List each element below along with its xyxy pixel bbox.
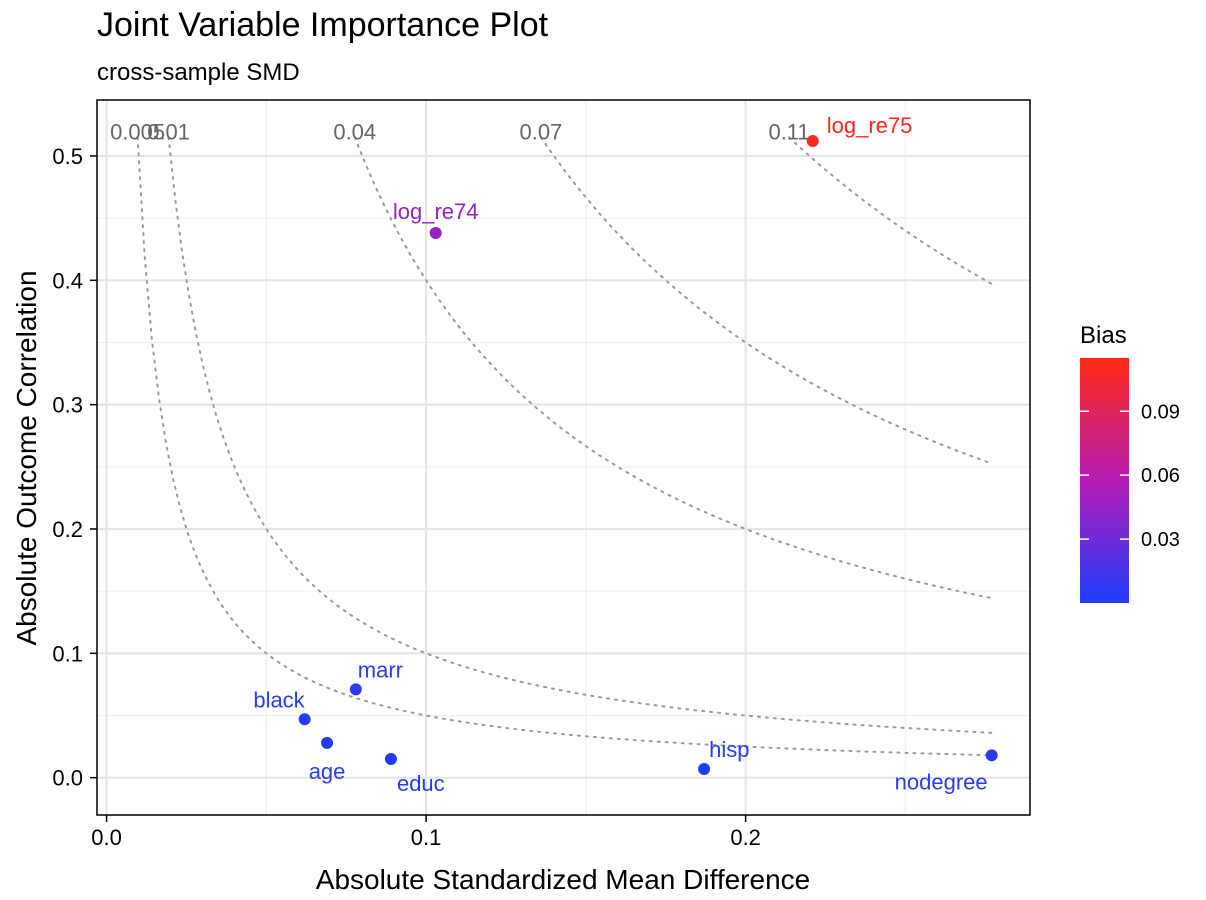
y-axis-ticks: 0.0 0.1 0.2 0.3 0.4 0.5 xyxy=(52,144,97,791)
x-tick-label: 0.1 xyxy=(411,825,442,850)
y-axis-title: Absolute Outcome Correlation xyxy=(11,270,42,645)
y-tick-label: 0.1 xyxy=(52,641,83,666)
point-label-black: black xyxy=(253,687,305,712)
contour-label: 0.01 xyxy=(147,119,190,144)
legend-tick-label: 0.09 xyxy=(1141,401,1180,423)
point-nodegree xyxy=(985,749,998,762)
point-age xyxy=(321,736,334,749)
contour-line xyxy=(788,136,993,285)
contour-line xyxy=(136,136,993,757)
contour-line xyxy=(167,136,993,734)
contour-line xyxy=(539,136,993,465)
point-marr xyxy=(349,683,362,696)
contour-label: 0.07 xyxy=(519,119,562,144)
point-label-hisp: hisp xyxy=(709,737,749,762)
chart-title: Joint Variable Importance Plot xyxy=(97,6,549,44)
legend-title: Bias xyxy=(1080,322,1127,349)
x-tick-label: 0.2 xyxy=(730,825,761,850)
x-axis-title: Absolute Standardized Mean Difference xyxy=(316,864,810,895)
grid-lines xyxy=(97,100,1030,815)
point-label-educ: educ xyxy=(397,771,445,796)
point-label-marr: marr xyxy=(358,657,403,682)
legend-tick-label: 0.06 xyxy=(1141,465,1180,487)
x-axis-ticks: 0.0 0.1 0.2 xyxy=(91,815,761,850)
data-points xyxy=(298,135,998,775)
point-log-re75 xyxy=(806,135,819,148)
legend-colorbar xyxy=(1080,358,1129,603)
y-tick-label: 0.2 xyxy=(52,517,83,542)
point-log-re74 xyxy=(429,227,442,240)
contour-label: 0.04 xyxy=(333,119,376,144)
point-label-nodegree: nodegree xyxy=(895,769,988,794)
point-label-age: age xyxy=(309,759,346,784)
plot-panel-border xyxy=(96,99,1031,816)
contour-line xyxy=(353,136,993,600)
contour-label: 0.11 xyxy=(768,119,809,144)
y-tick-label: 0.5 xyxy=(52,144,83,169)
bias-contours xyxy=(136,136,993,757)
legend-tick-label: 0.03 xyxy=(1141,529,1180,551)
point-label-log-re74: log_re74 xyxy=(393,199,479,224)
point-black xyxy=(298,713,311,726)
contour-label: 0.005 xyxy=(110,119,165,144)
legend-ticks: 0.03 0.06 0.09 xyxy=(1080,401,1180,551)
x-tick-label: 0.0 xyxy=(91,825,122,850)
y-tick-label: 0.4 xyxy=(52,268,83,293)
point-educ xyxy=(384,753,397,766)
chart-subtitle: cross-sample SMD xyxy=(97,59,300,86)
y-tick-label: 0.0 xyxy=(52,766,83,791)
y-tick-label: 0.3 xyxy=(52,393,83,418)
bias-legend: Bias 0.03 0.06 0.09 xyxy=(1080,322,1180,603)
point-hisp xyxy=(698,762,711,775)
point-label-log-re75: log_re75 xyxy=(827,113,913,138)
